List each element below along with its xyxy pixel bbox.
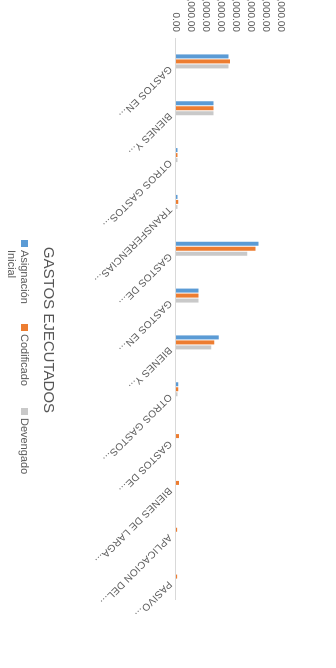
bar (176, 59, 230, 64)
legend-label: Codificado (18, 334, 30, 386)
category-label: TRANSFERENCIAS... (92, 204, 174, 286)
bar (176, 101, 214, 106)
bar (176, 106, 214, 111)
chart-frame: GASTOS EJECUTADOS 0.00 20,000.00 40,000.00 6… (5, 0, 286, 620)
bar (176, 335, 219, 340)
bar (176, 382, 179, 387)
value-tick-label: 40,000.00 (200, 0, 211, 32)
series-2 (176, 59, 256, 579)
category-label: BIENES DE LARGA... (93, 485, 174, 566)
bar (176, 241, 259, 246)
category-label: PASIVO... (132, 578, 173, 619)
bar (176, 527, 178, 532)
bar (176, 199, 179, 204)
value-tick-label: 100,000.00 (245, 0, 256, 32)
legend-swatch (21, 408, 28, 415)
category-label: BIENES Y... (126, 344, 174, 392)
legend-label: Devengado (18, 418, 30, 474)
value-tick-label: 60,000.00 (215, 0, 226, 32)
legend-swatch (21, 324, 28, 331)
legend-swatch (21, 240, 28, 247)
bar (176, 148, 178, 153)
value-axis: 0.00 20,000.00 40,000.00 60,000.00 80,000.00… (170, 0, 286, 32)
bar (176, 153, 178, 158)
bar (176, 387, 179, 392)
value-tick-label: 120,000.00 (260, 0, 271, 32)
bar (176, 298, 199, 303)
series-1 (176, 54, 259, 387)
legend-item: Devengado (18, 408, 30, 474)
value-tick-label: 20,000.00 (185, 0, 196, 32)
bars (176, 54, 259, 579)
bar (176, 251, 248, 256)
bar (176, 345, 212, 350)
bar (176, 574, 178, 579)
bar (176, 111, 214, 116)
bar (176, 288, 199, 293)
legend-label: Inicial (5, 250, 17, 278)
value-tick-label: 0.00 (170, 13, 181, 33)
value-tick-label: 140,000.00 (275, 0, 286, 32)
chart-title: GASTOS EJECUTADOS (40, 247, 57, 413)
bar (176, 392, 178, 397)
bar (176, 246, 256, 251)
bar (176, 54, 229, 59)
legend-label: Asignación (18, 250, 30, 304)
series-3 (176, 64, 248, 397)
bar (176, 64, 229, 69)
bar (176, 480, 179, 485)
category-axis: GASTOS EN...BIENES Y...OTROS GASTOS...TR… (92, 63, 174, 620)
category-label: BIENES Y... (126, 110, 174, 158)
value-tick-label: 80,000.00 (230, 0, 241, 32)
bar (176, 194, 178, 199)
bar (176, 293, 199, 298)
bar (176, 434, 179, 439)
bar (176, 204, 178, 209)
bar (176, 158, 178, 163)
legend-item: Codificado (18, 324, 30, 386)
bar (176, 340, 215, 345)
